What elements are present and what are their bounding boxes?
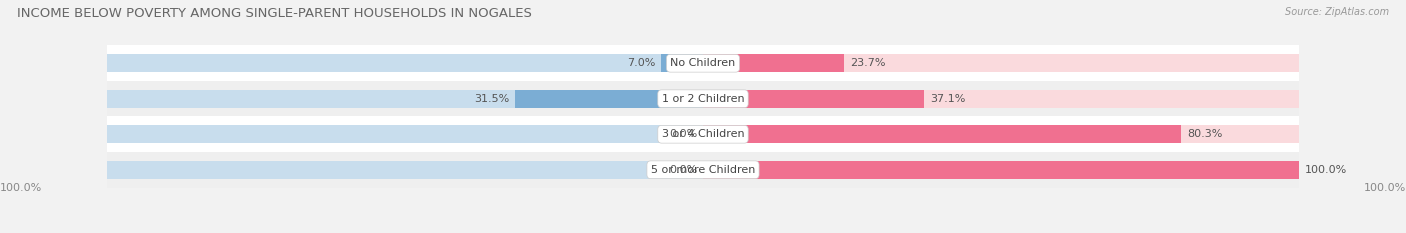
Text: INCOME BELOW POVERTY AMONG SINGLE-PARENT HOUSEHOLDS IN NOGALES: INCOME BELOW POVERTY AMONG SINGLE-PARENT… xyxy=(17,7,531,20)
Bar xyxy=(107,116,1299,152)
Text: 5 or more Children: 5 or more Children xyxy=(651,165,755,175)
Text: 7.0%: 7.0% xyxy=(627,58,655,68)
Bar xyxy=(703,161,1299,179)
Text: 0.0%: 0.0% xyxy=(669,129,697,139)
Text: 37.1%: 37.1% xyxy=(929,94,966,104)
Text: 23.7%: 23.7% xyxy=(851,58,886,68)
Bar xyxy=(703,54,1299,72)
Bar xyxy=(661,54,703,72)
Text: 3 or 4 Children: 3 or 4 Children xyxy=(662,129,744,139)
Bar xyxy=(107,54,703,72)
Text: 80.3%: 80.3% xyxy=(1187,129,1223,139)
Bar xyxy=(703,125,1299,144)
Bar xyxy=(107,89,703,108)
Bar xyxy=(107,161,703,179)
Bar xyxy=(703,125,1181,144)
Bar xyxy=(107,45,1299,81)
Bar xyxy=(107,81,1299,116)
Text: 100.0%: 100.0% xyxy=(0,183,42,193)
Text: 100.0%: 100.0% xyxy=(1305,165,1347,175)
Bar xyxy=(703,54,844,72)
Bar xyxy=(516,89,703,108)
Text: No Children: No Children xyxy=(671,58,735,68)
Bar xyxy=(107,125,703,144)
Bar xyxy=(107,152,1299,188)
Text: 0.0%: 0.0% xyxy=(669,165,697,175)
Text: 1 or 2 Children: 1 or 2 Children xyxy=(662,94,744,104)
Bar xyxy=(703,161,1299,179)
Bar xyxy=(703,89,1299,108)
Text: 100.0%: 100.0% xyxy=(1364,183,1406,193)
Bar xyxy=(703,89,924,108)
Text: Source: ZipAtlas.com: Source: ZipAtlas.com xyxy=(1285,7,1389,17)
Text: 31.5%: 31.5% xyxy=(474,94,509,104)
